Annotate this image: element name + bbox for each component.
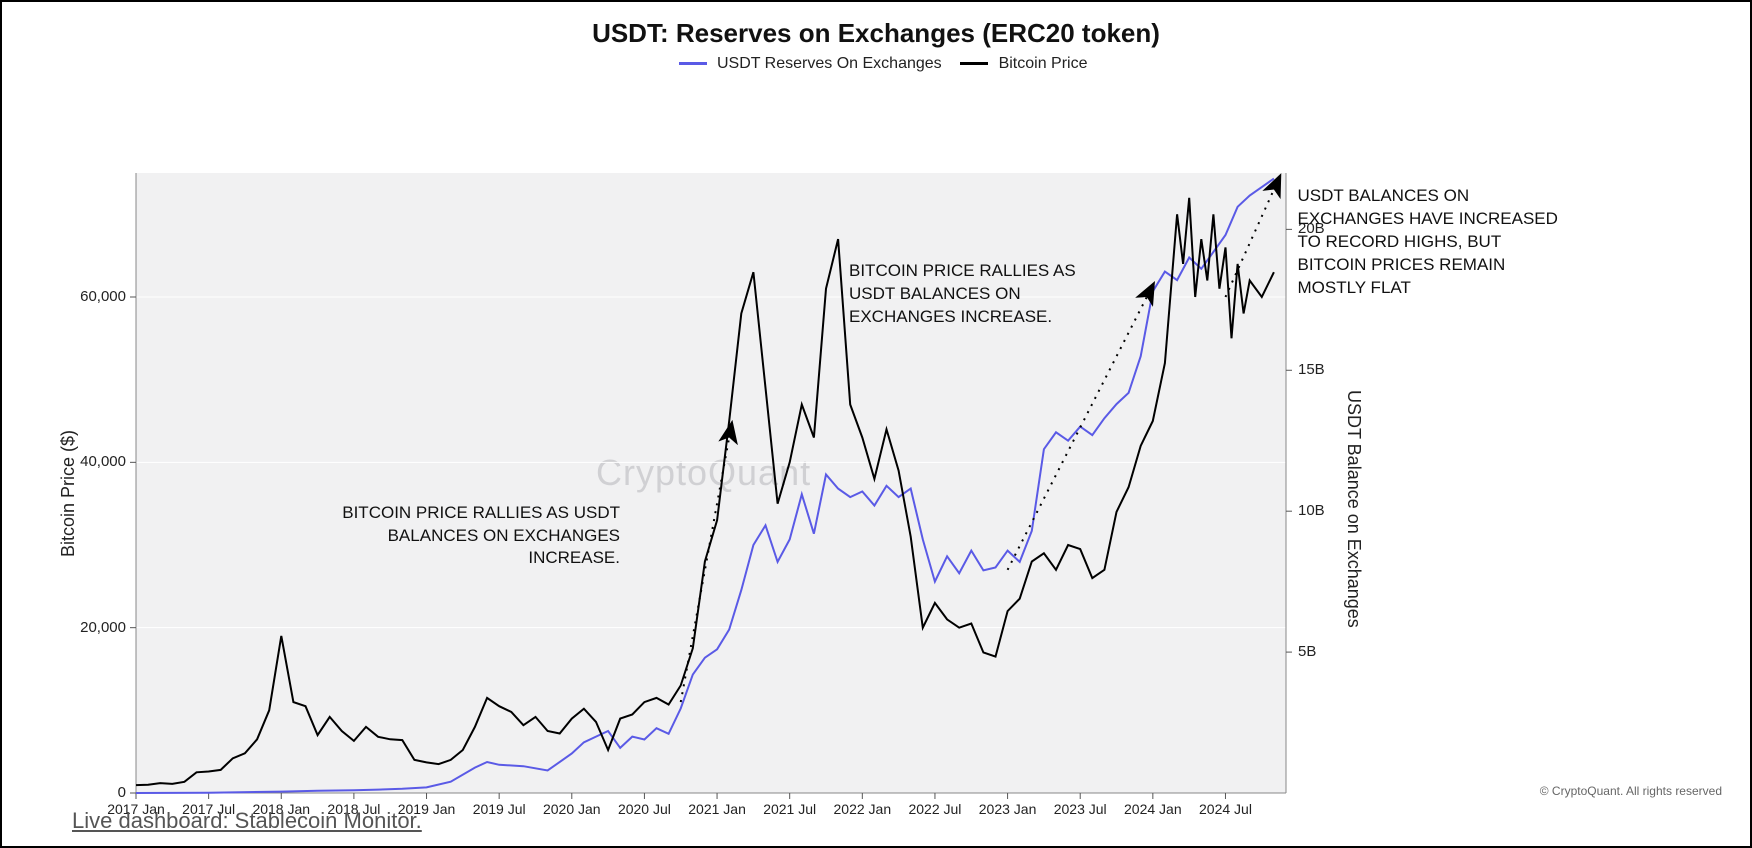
- x-tick-label: 2023 Jul: [1054, 801, 1107, 817]
- legend-label-usdt: USDT Reserves On Exchanges: [717, 55, 942, 72]
- legend-label-btc: Bitcoin Price: [999, 55, 1088, 72]
- chart-legend: USDT Reserves On Exchanges Bitcoin Price: [22, 55, 1730, 73]
- annotation-text: BITCOIN PRICE RALLIES AS USDT BALANCES O…: [320, 502, 620, 571]
- y-right-tick-label: 5B: [1298, 643, 1316, 660]
- x-tick-label: 2022 Jan: [834, 801, 892, 817]
- y-axis-right-label: USDT Balance on Exchanges: [1343, 390, 1364, 752]
- y-right-tick-label: 10B: [1298, 502, 1325, 519]
- x-tick-label: 2024 Jul: [1199, 801, 1252, 817]
- y-left-tick-label: 60,000: [80, 288, 126, 305]
- legend-swatch-usdt: [679, 62, 707, 65]
- x-tick-label: 2021 Jan: [688, 801, 746, 817]
- chart-container: USDT: Reserves on Exchanges (ERC20 token…: [0, 0, 1752, 848]
- legend-swatch-btc: [960, 62, 988, 65]
- x-tick-label: 2020 Jul: [618, 801, 671, 817]
- chart-title: USDT: Reserves on Exchanges (ERC20 token…: [22, 18, 1730, 49]
- x-tick-label: 2021 Jul: [763, 801, 816, 817]
- dashboard-link[interactable]: Live dashboard: Stablecoin Monitor.: [72, 808, 422, 834]
- copyright-text: © CryptoQuant. All rights reserved: [1540, 784, 1722, 798]
- y-left-tick-label: 0: [118, 784, 126, 801]
- x-tick-label: 2022 Jul: [908, 801, 961, 817]
- chart-plot-area: CryptoQuant Bitcoin Price ($) USDT Balan…: [26, 77, 1726, 833]
- x-tick-label: 2020 Jan: [543, 801, 601, 817]
- x-tick-label: 2024 Jan: [1124, 801, 1182, 817]
- x-tick-label: 2023 Jan: [979, 801, 1037, 817]
- y-left-tick-label: 20,000: [80, 619, 126, 636]
- annotation-arrow: [1008, 297, 1147, 570]
- annotation-text: BITCOIN PRICE RALLIES AS USDT BALANCES O…: [849, 260, 1109, 329]
- y-left-tick-label: 40,000: [80, 453, 126, 470]
- x-tick-label: 2019 Jul: [473, 801, 526, 817]
- y-axis-left-label: Bitcoin Price ($): [58, 430, 79, 557]
- y-right-tick-label: 15B: [1298, 361, 1325, 378]
- annotation-text: USDT BALANCES ON EXCHANGES HAVE INCREASE…: [1298, 185, 1568, 300]
